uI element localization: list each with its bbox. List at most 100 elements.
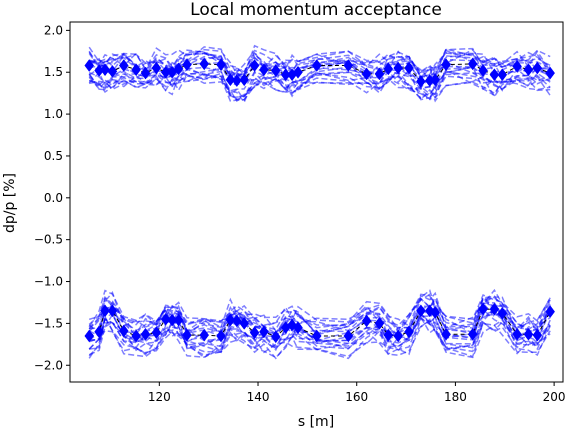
mean-point-lower bbox=[167, 313, 177, 327]
seed-curve-lower bbox=[88, 288, 551, 333]
mean-point-upper bbox=[404, 61, 414, 75]
mean-point-upper bbox=[416, 75, 426, 88]
mean-point-lower bbox=[270, 330, 281, 344]
seed-curve-upper bbox=[88, 66, 551, 99]
seed-curve-upper bbox=[89, 66, 551, 101]
mean-point-lower bbox=[259, 325, 269, 339]
chart-title: Local momentum acceptance bbox=[190, 0, 442, 20]
mean-point-lower bbox=[361, 314, 372, 328]
mean-point-upper bbox=[532, 61, 543, 75]
mean-point-lower bbox=[131, 329, 141, 343]
mean-point-upper bbox=[160, 65, 171, 79]
mean-point-upper bbox=[199, 57, 210, 71]
mean-point-lower bbox=[532, 328, 543, 342]
seed-curves bbox=[88, 44, 551, 360]
y-tick-label: 1.5 bbox=[44, 65, 63, 79]
mean-point-lower bbox=[225, 313, 236, 327]
mean-point-lower bbox=[311, 329, 322, 343]
mean-point-upper bbox=[512, 59, 522, 73]
mean-point-lower bbox=[151, 326, 162, 340]
mean-point-upper bbox=[173, 62, 184, 76]
mean-point-lower bbox=[467, 327, 478, 341]
mean-point-upper bbox=[497, 68, 508, 82]
mean-point-lower bbox=[512, 327, 522, 341]
mean-point-lower bbox=[497, 306, 508, 320]
seed-curve-lower bbox=[88, 289, 551, 329]
mean-point-upper bbox=[231, 74, 242, 88]
mean-point-lower bbox=[100, 304, 110, 318]
mean-point-upper bbox=[280, 68, 291, 82]
seed-curve-lower bbox=[89, 293, 551, 336]
y-tick-label: −1.0 bbox=[34, 275, 63, 289]
mean-point-upper bbox=[293, 65, 303, 79]
mean-point-upper bbox=[259, 63, 269, 77]
mean-point-upper bbox=[131, 63, 141, 77]
x-tick-label: 180 bbox=[444, 390, 467, 404]
y-tick-label: 0.5 bbox=[44, 149, 63, 163]
mean-point-upper bbox=[84, 59, 95, 72]
mean-point-lower bbox=[239, 316, 250, 330]
mean-point-upper bbox=[361, 67, 372, 81]
seed-curve-upper bbox=[88, 49, 551, 79]
mean-point-lower bbox=[118, 324, 129, 338]
mean-point-upper bbox=[107, 64, 118, 78]
mean-point-upper bbox=[478, 64, 488, 77]
mean-point-lower bbox=[216, 329, 226, 343]
mean-point-lower bbox=[416, 304, 426, 318]
mean-point-upper bbox=[151, 61, 162, 75]
mean-point-lower bbox=[293, 321, 303, 334]
x-tick-label: 160 bbox=[345, 390, 368, 404]
y-axis-ticks: −2.0 −1.5 −1.0 −0.5 0.0 0.5 1.0 1.5 2.0 bbox=[34, 23, 70, 372]
mean-point-upper bbox=[343, 59, 354, 72]
x-tick-label: 200 bbox=[543, 390, 566, 404]
mean-point-lower bbox=[424, 304, 435, 318]
mean-point-lower bbox=[404, 325, 414, 339]
mean-point-upper bbox=[311, 59, 322, 72]
seed-curve-upper bbox=[88, 72, 551, 104]
mean-point-lower bbox=[374, 316, 385, 330]
mean-point-upper bbox=[545, 66, 555, 80]
mean-point-lower bbox=[545, 305, 555, 319]
seed-curve-lower bbox=[88, 315, 551, 360]
mean-point-lower bbox=[107, 304, 118, 318]
mean-point-upper bbox=[430, 73, 440, 87]
mean-point-lower bbox=[249, 326, 260, 340]
mean-point-upper bbox=[249, 59, 260, 72]
x-axis-ticks: 120 140 160 180 200 bbox=[148, 382, 566, 404]
seed-curve-lower bbox=[88, 295, 551, 337]
mean-point-upper bbox=[239, 73, 250, 87]
mean-point-lower bbox=[287, 318, 297, 332]
seed-curve-upper bbox=[88, 70, 551, 103]
seed-curve-upper bbox=[89, 70, 551, 101]
mean-point-lower bbox=[182, 328, 192, 342]
mean-point-lower bbox=[393, 329, 403, 343]
seed-curve-lower bbox=[89, 310, 551, 350]
mean-point-upper bbox=[393, 61, 403, 75]
mean-point-lower bbox=[478, 302, 488, 316]
mean-point-lower bbox=[84, 329, 95, 343]
mean-point-upper bbox=[441, 58, 451, 72]
y-tick-label: 0.0 bbox=[44, 191, 63, 205]
x-tick-label: 140 bbox=[247, 390, 270, 404]
mean-point-lower bbox=[231, 314, 242, 328]
mean-point-upper bbox=[100, 63, 110, 77]
seed-curve-lower bbox=[88, 318, 551, 359]
mean-point-upper bbox=[182, 58, 192, 72]
mean-point-lower bbox=[160, 312, 171, 326]
mean-point-upper bbox=[489, 68, 500, 82]
mean-point-lower bbox=[94, 325, 104, 339]
y-tick-label: −0.5 bbox=[34, 233, 63, 247]
mean-series bbox=[84, 57, 555, 344]
seed-curve-upper bbox=[89, 48, 551, 79]
mean-point-lower bbox=[430, 306, 440, 319]
mean-point-upper bbox=[225, 73, 236, 87]
mean-point-lower bbox=[173, 313, 184, 327]
mean-point-upper bbox=[383, 62, 394, 76]
y-axis-label: dp/p [%] bbox=[2, 173, 18, 233]
x-axis-label: s [m] bbox=[298, 414, 334, 430]
mean-line-lower bbox=[89, 308, 551, 338]
mean-point-upper bbox=[270, 64, 281, 77]
y-tick-label: −1.5 bbox=[34, 316, 63, 330]
mean-point-upper bbox=[216, 58, 226, 72]
